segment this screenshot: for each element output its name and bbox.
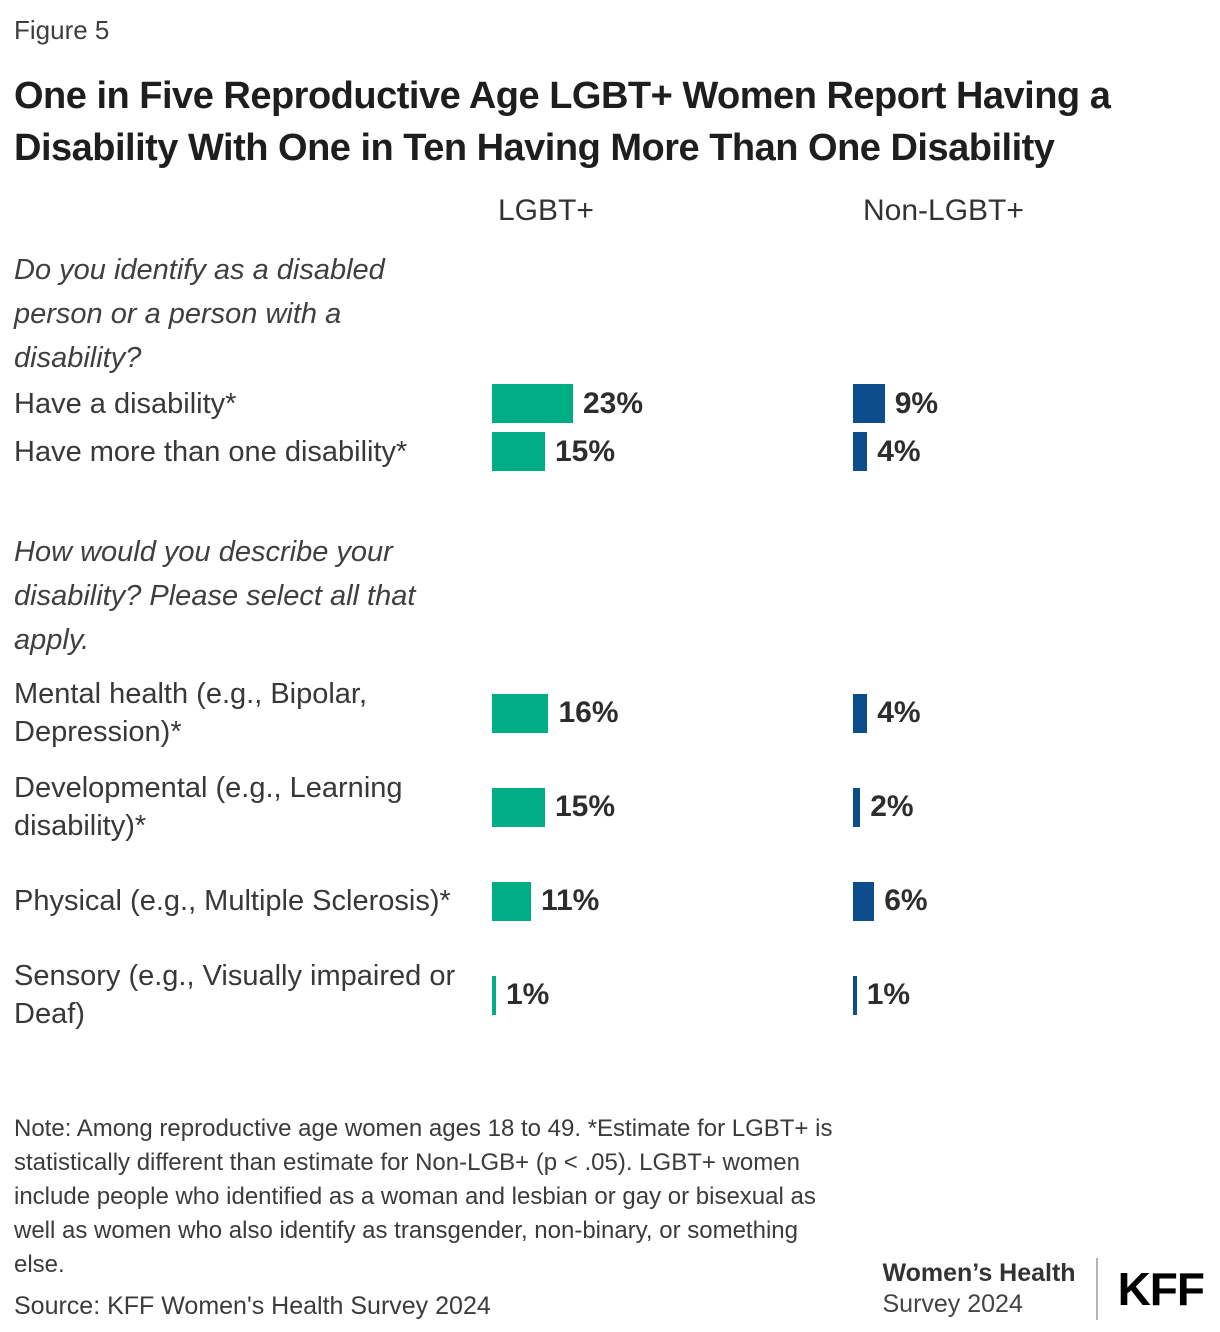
lgbt-bar: [492, 787, 545, 827]
figure-label: Figure 5: [14, 15, 110, 45]
non-lgbt-cell: 4%: [853, 432, 1206, 471]
column-header-non-lgbt: Non-LGBT+: [863, 194, 1024, 227]
non-lgbt-cell: 6%: [853, 881, 1206, 921]
non-lgbt-bar: [853, 881, 875, 921]
chart-row-developmental: Developmental (e.g., Learning disability…: [14, 760, 1206, 854]
non-lgbt-cell: 2%: [853, 787, 1206, 827]
column-headers: LGBT+ Non-LGBT+: [14, 194, 1206, 228]
row-label: Have a disability*: [14, 387, 237, 420]
footer-program-title: Women’s Health: [882, 1259, 1076, 1287]
source-text: Source: KFF Women's Health Survey 2024: [14, 1292, 491, 1320]
lgbt-cell: 11%: [492, 881, 853, 921]
non-lgbt-bar: [853, 693, 868, 733]
lgbt-cell: 23%: [492, 384, 853, 423]
lgbt-value: 11%: [540, 884, 600, 917]
lgbt-value: 23%: [582, 386, 644, 420]
row-label: Have more than one disability*: [14, 435, 408, 468]
question-describe-disability: How would you describe your disability? …: [14, 536, 416, 656]
chart-row-physical: Physical (e.g., Multiple Sclerosis)* 11%…: [14, 854, 1206, 948]
lgbt-value: 15%: [554, 790, 616, 823]
column-header-lgbt: LGBT+: [498, 194, 594, 227]
chart-row-mental-health: Mental health (e.g., Bipolar, Depression…: [14, 666, 1206, 760]
lgbt-cell: 1%: [492, 975, 853, 1015]
lgbt-bar: [492, 384, 573, 423]
non-lgbt-cell: 4%: [853, 693, 1206, 733]
non-lgbt-cell: 9%: [853, 384, 1206, 423]
non-lgbt-bar: [853, 384, 885, 423]
footer-program-subtitle: Survey 2024: [882, 1290, 1023, 1318]
lgbt-bar: [492, 881, 531, 921]
non-lgbt-value: 4%: [877, 696, 921, 729]
row-label: Developmental (e.g., Learning disability…: [14, 772, 403, 842]
footer: Women’s Health Survey 2024 KFF: [882, 1258, 1205, 1320]
footer-program: Women’s Health Survey 2024: [882, 1258, 1075, 1320]
chart-row-sensory: Sensory (e.g., Visually impaired or Deaf…: [14, 948, 1206, 1042]
lgbt-value: 15%: [554, 434, 616, 468]
non-lgbt-value: 2%: [870, 790, 914, 823]
lgbt-cell: 16%: [492, 693, 853, 733]
row-label: Mental health (e.g., Bipolar, Depression…: [14, 678, 368, 748]
note-text: Note: Among reproductive age women ages …: [14, 1115, 833, 1278]
page-title: One in Five Reproductive Age LGBT+ Women…: [14, 75, 1111, 169]
row-label: Sensory (e.g., Visually impaired or Deaf…: [14, 960, 456, 1030]
chart-row-more-than-one-disability: Have more than one disability* 15% 4%: [14, 432, 1206, 471]
lgbt-bar: [492, 975, 496, 1015]
non-lgbt-value: 4%: [877, 434, 921, 468]
lgbt-cell: 15%: [492, 787, 853, 827]
non-lgbt-value: 9%: [894, 386, 939, 420]
non-lgbt-value: 6%: [884, 884, 928, 917]
non-lgbt-value: 1%: [866, 978, 911, 1011]
non-lgbt-bar: [853, 975, 857, 1015]
question-identify-disability: Do you identify as a disabled person or …: [14, 254, 385, 374]
lgbt-value: 1%: [505, 978, 550, 1011]
non-lgbt-bar: [853, 787, 861, 827]
row-label: Physical (e.g., Multiple Sclerosis)*: [14, 885, 451, 917]
chart-row-have-disability: Have a disability* 23% 9%: [14, 384, 1206, 423]
lgbt-value: 16%: [558, 696, 619, 729]
lgbt-bar: [492, 432, 545, 471]
kff-logo: KFF: [1117, 1263, 1205, 1315]
lgbt-cell: 15%: [492, 432, 853, 471]
footer-divider: [1095, 1258, 1098, 1320]
non-lgbt-bar: [853, 432, 868, 471]
header-spacer: [14, 194, 498, 228]
non-lgbt-cell: 1%: [853, 975, 1206, 1015]
lgbt-bar: [492, 693, 549, 733]
